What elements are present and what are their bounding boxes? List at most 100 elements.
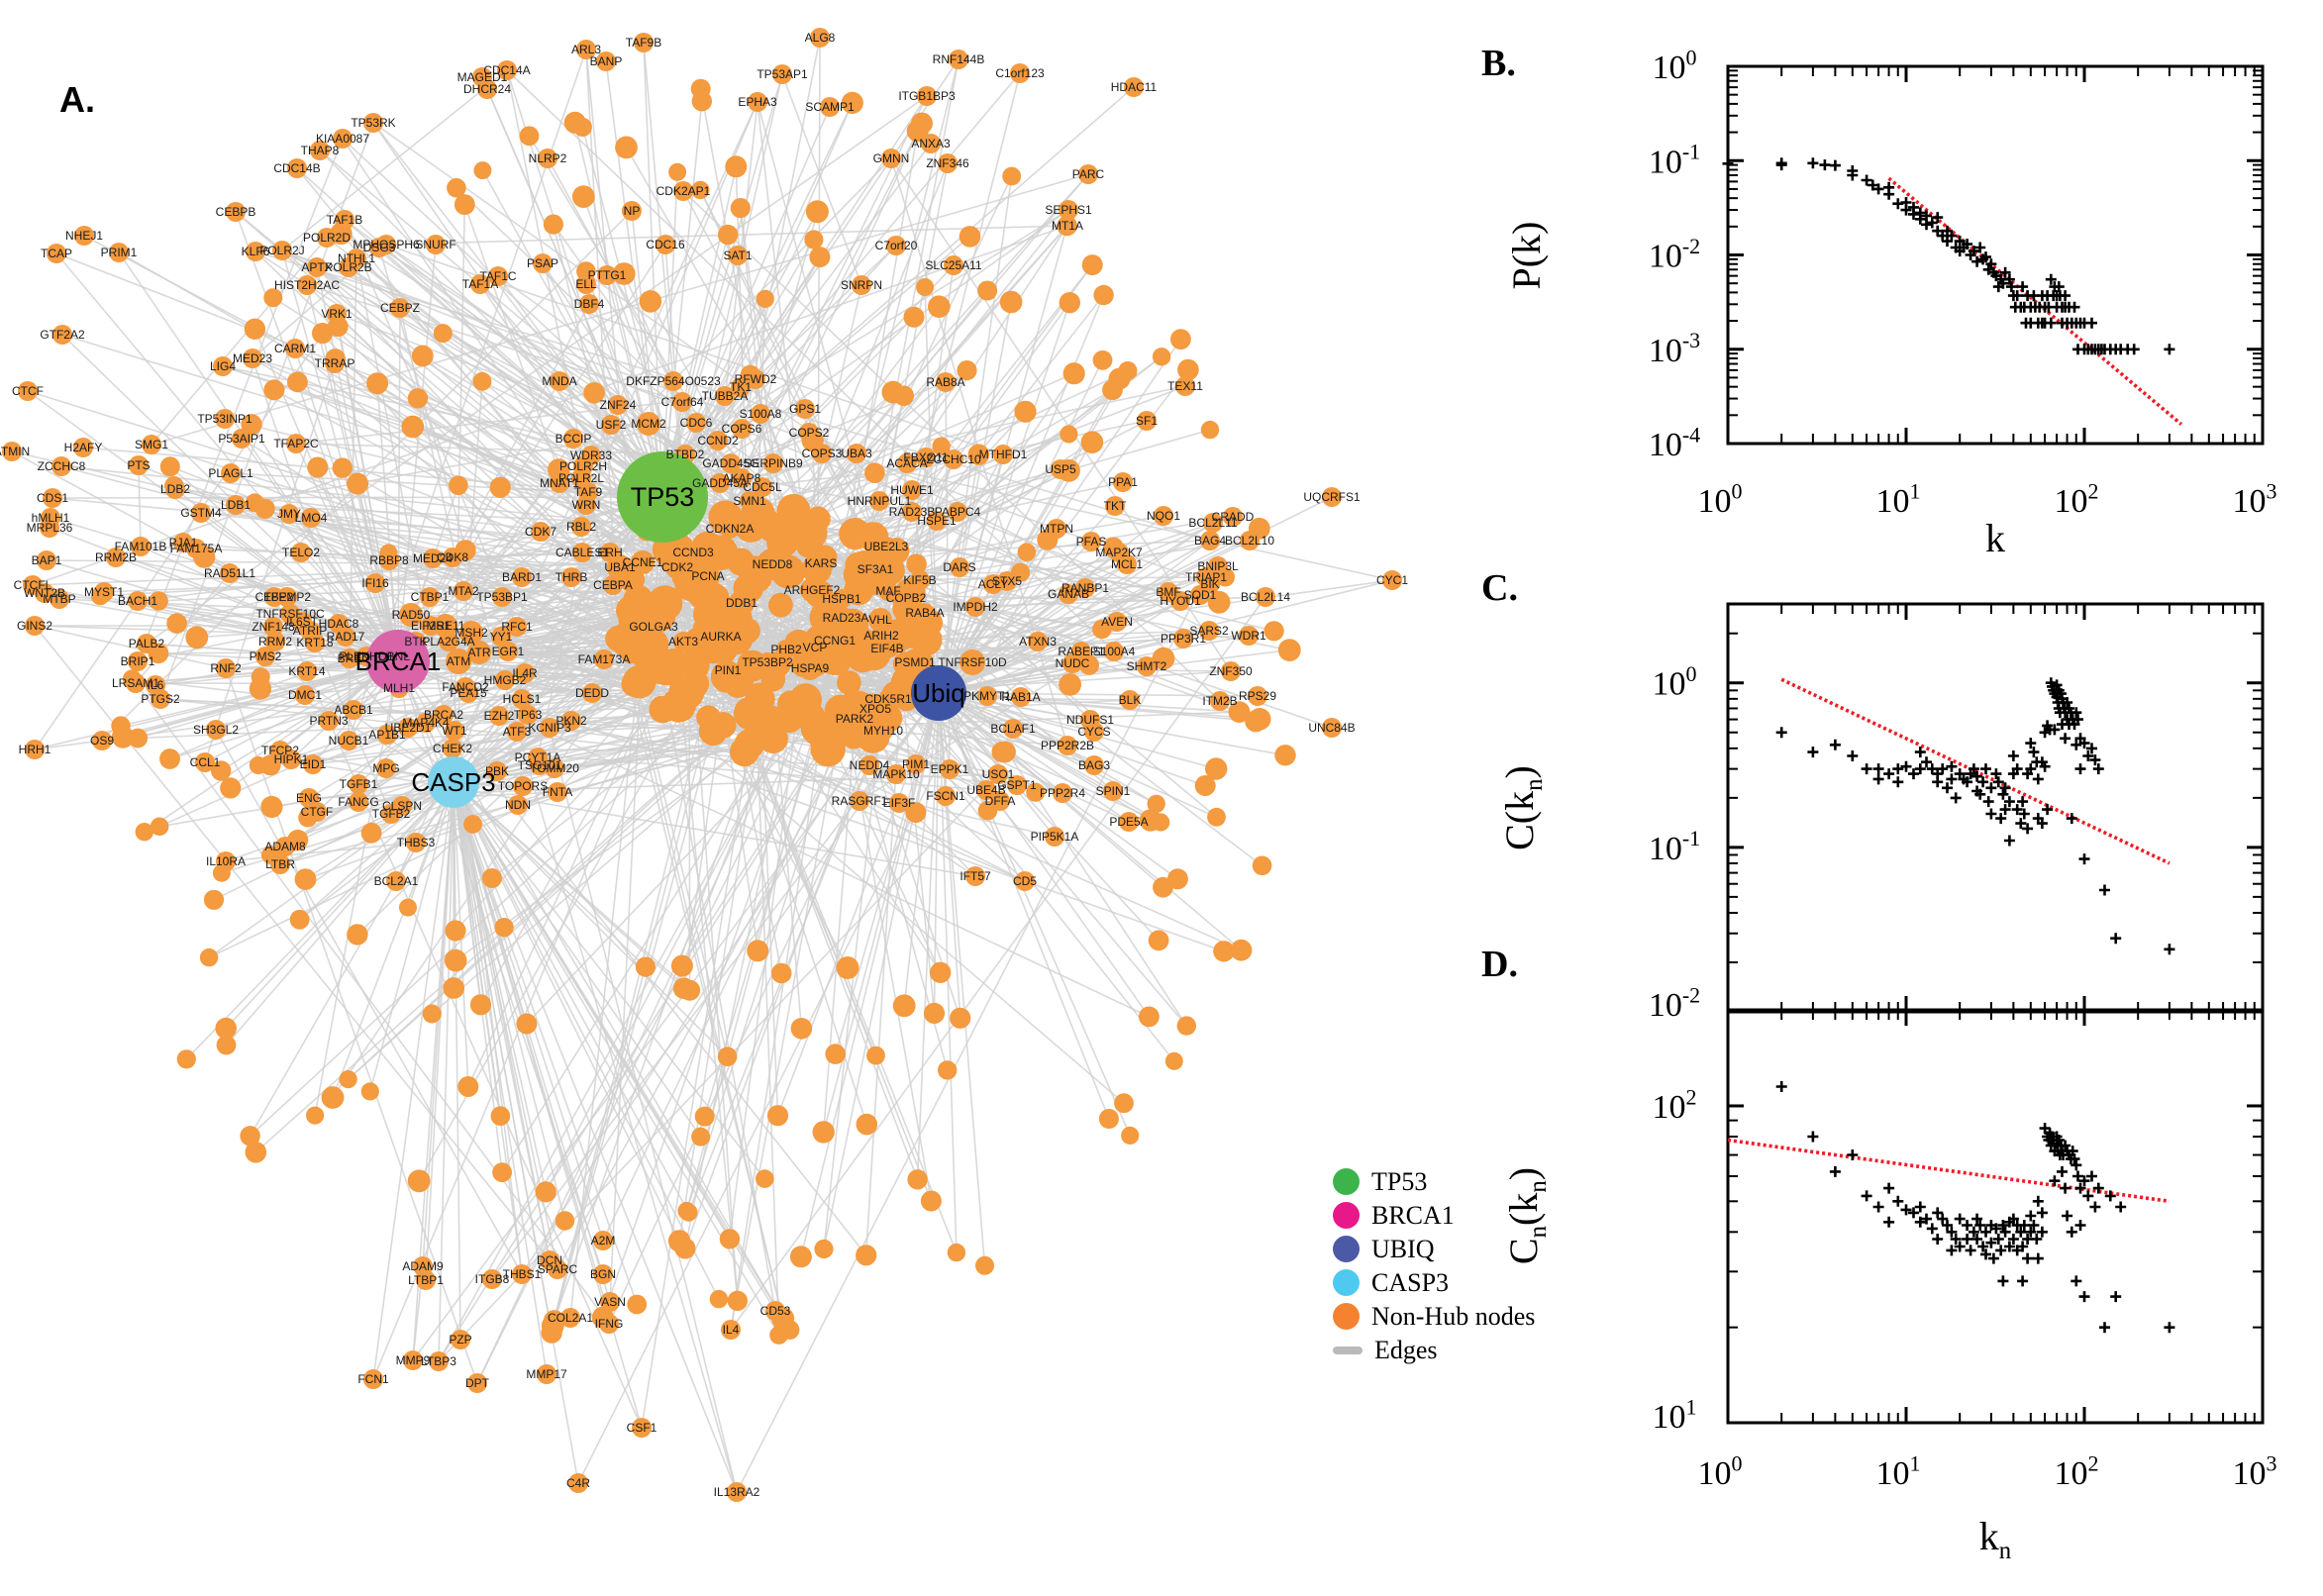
network-node [270, 741, 290, 760]
network-node [491, 627, 511, 647]
network-node-label: MYH10 [863, 724, 903, 738]
network-node-label: PLEKHO1 [339, 649, 394, 663]
network-node [808, 550, 834, 576]
network-node-label: SEPHS1 [1045, 203, 1092, 217]
network-node [902, 502, 922, 522]
network-node-label: BCL2L11 [1188, 516, 1237, 530]
network-node-label: DDB1 [726, 596, 758, 610]
network-node-label: LMO4 [295, 511, 328, 525]
network-node [940, 759, 960, 779]
network-node [1107, 612, 1127, 632]
network-node [1015, 871, 1035, 891]
network-node [910, 570, 930, 590]
network-node-label: RAB1A [1001, 690, 1040, 704]
network-node-label: USP5 [1045, 462, 1076, 476]
network-node [850, 791, 869, 811]
network-node-label: TSG101 [518, 758, 562, 772]
network-node-label: TAF9 [574, 485, 603, 499]
network-node-label: IL6ST [286, 615, 319, 629]
network-node-label: CSF1 [627, 1421, 657, 1435]
network-node-label: SPIN1 [1096, 784, 1131, 798]
network-node [498, 642, 518, 661]
network-node [1137, 656, 1157, 676]
network-node [582, 683, 602, 703]
network-node [255, 647, 275, 666]
network-node [1078, 164, 1098, 184]
network-node-label: TNFRSF10D [938, 655, 1007, 669]
tick-label: 102 [2055, 478, 2099, 520]
network-node [137, 634, 156, 653]
network-node-label: BAG4 [1194, 534, 1226, 548]
network-node-label: BTK [404, 635, 427, 648]
axis-title: C(kn​) [1497, 765, 1548, 850]
hub-node-tp53 [617, 451, 708, 543]
network-node-label: EGR1 [492, 645, 525, 658]
network-node-label: VRK1 [321, 307, 353, 321]
legend-item: CASP3 [1333, 1268, 1535, 1297]
network-node-label: TUBB2A [702, 389, 749, 403]
network-node [399, 603, 423, 627]
tick-label: 102 [2055, 1450, 2099, 1492]
network-node-label: PIN1 [715, 663, 742, 677]
network-node [696, 564, 720, 588]
network-node-label: JMY [277, 507, 301, 521]
network-node-label: CDK2AP1 [656, 184, 711, 198]
network-node-label: KIAA0087 [316, 132, 369, 146]
network-node [1010, 63, 1030, 83]
network-node-label: CDK5R1 [864, 692, 912, 706]
network-node [487, 761, 507, 781]
network-node-label: THBS1 [503, 1267, 542, 1281]
network-node [1124, 77, 1144, 97]
network-node [990, 791, 1010, 811]
network-node [35, 583, 54, 603]
network-node-label: TP53BP2 [742, 655, 793, 669]
network-hub-nodes [366, 451, 966, 808]
network-node-label: COPS6 [722, 422, 762, 436]
network-node-label: HIST2H2AC [274, 278, 340, 292]
network-node-label: PIP5K1A [1031, 830, 1079, 844]
network-node-label: TKT [1104, 499, 1127, 513]
panel-b-fit-line [1887, 176, 2183, 426]
network-node-label: DBNL [378, 649, 410, 663]
network-node [1080, 710, 1100, 730]
network-node-label: PPP3R1 [1161, 632, 1206, 646]
network-node-label: RASGRF1 [832, 794, 888, 808]
network-node [467, 1373, 487, 1393]
network-node-label: FANCG [338, 795, 378, 809]
network-node [74, 226, 94, 246]
network-node [936, 786, 956, 806]
network-node [721, 453, 741, 473]
network-node-label: CD53 [760, 1304, 791, 1318]
network-node [673, 181, 693, 201]
network-node [191, 503, 211, 523]
network-node-label: HSPB1 [822, 592, 861, 606]
network-node-label: TK1 [730, 380, 752, 394]
network-named-nodes [2, 28, 1402, 1502]
network-node-label: GSPT1 [997, 778, 1037, 792]
network-node [434, 614, 457, 638]
tick-label: 101 [1876, 1450, 1921, 1492]
network-node [1047, 519, 1066, 539]
network-node-label: TELO2 [282, 546, 320, 559]
network-node [1062, 653, 1082, 673]
network-node-label: PLAGL1 [208, 466, 253, 480]
network-node [548, 1259, 567, 1279]
network-node-label: KLF6 [242, 245, 270, 258]
network-node-label: BRE [338, 651, 362, 665]
network-node [216, 851, 236, 871]
network-node-label: ACLY [978, 577, 1008, 591]
network-node-label: BAP1 [32, 553, 62, 567]
network-node [579, 294, 599, 314]
network-node [92, 731, 112, 750]
tick-label: 101 [1653, 1394, 1697, 1436]
network-node-label: IFNG [595, 1317, 624, 1331]
network-node-label: TGFB1 [340, 777, 378, 791]
network-node-label: BAG3 [1078, 758, 1110, 772]
tick-label: 10-2 [1649, 234, 1700, 275]
network-node [513, 776, 533, 796]
network-node [363, 1369, 383, 1389]
network-node-label: ATXN3 [1019, 635, 1057, 648]
network-node-label: ARHGEF2 [784, 583, 841, 597]
network-node-label: PPP2R2B [1041, 739, 1094, 752]
tick-label: 103 [2233, 1450, 2277, 1492]
